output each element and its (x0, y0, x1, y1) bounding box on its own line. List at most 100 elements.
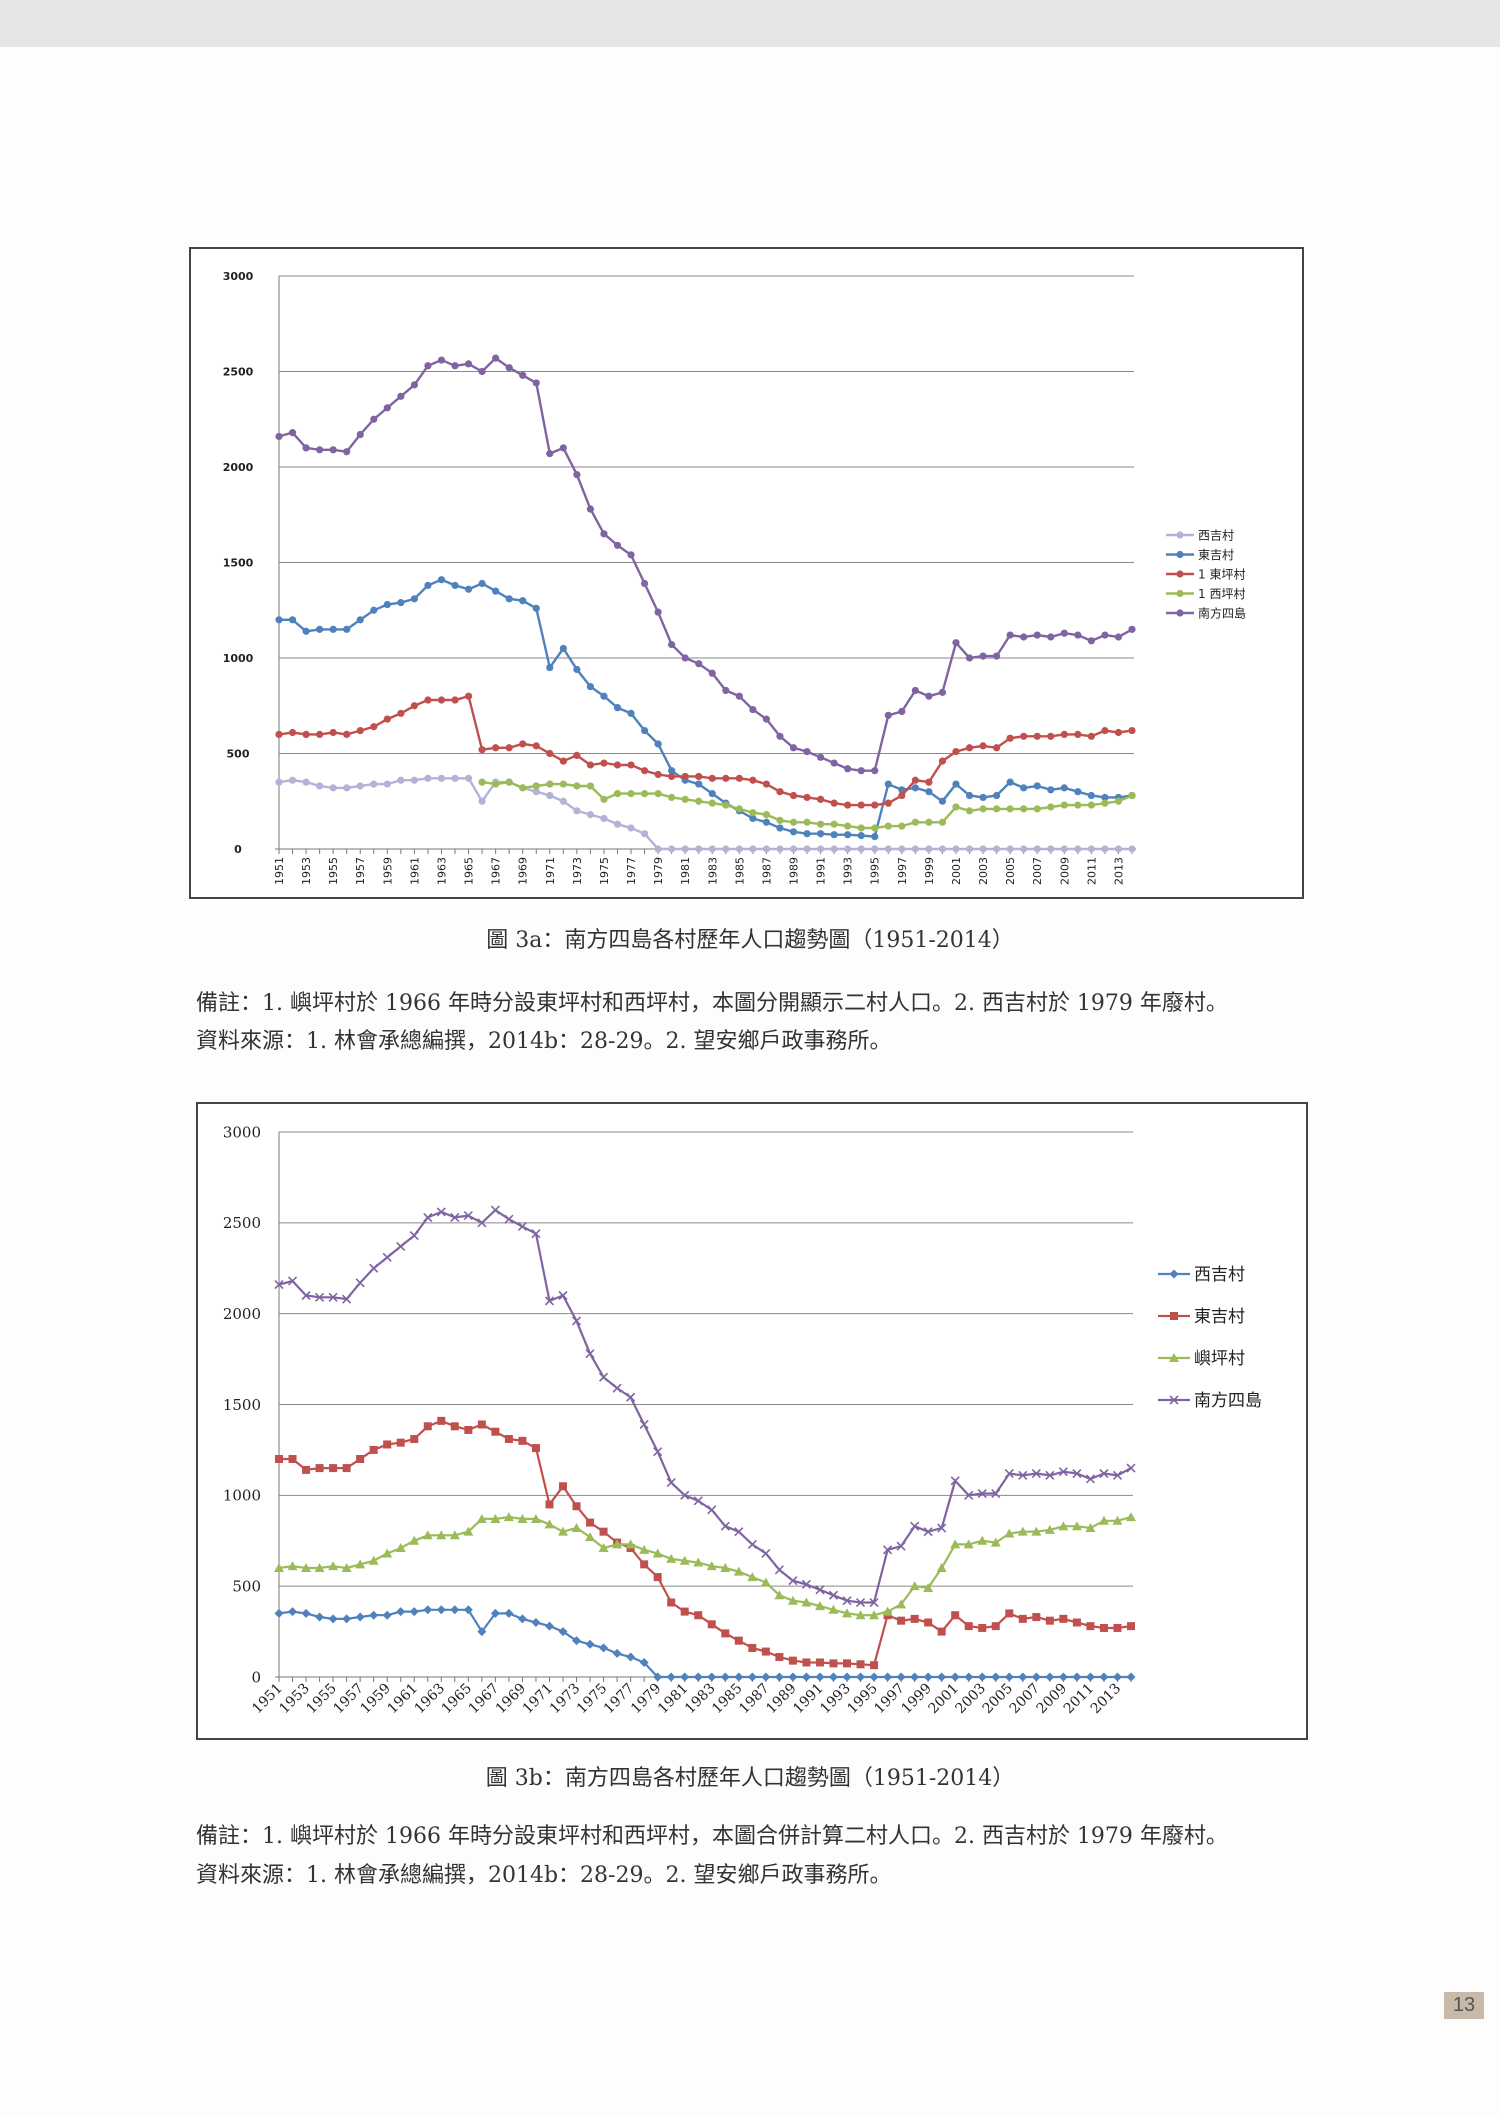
data-point (316, 625, 324, 633)
data-point (530, 1513, 541, 1523)
data-point (613, 541, 622, 549)
data-point (708, 790, 716, 798)
data-point (667, 1598, 676, 1607)
data-point (328, 1614, 338, 1624)
data-point (1047, 786, 1055, 794)
data-point (735, 774, 743, 782)
data-point (708, 774, 716, 782)
x-tick-label: 1999 (923, 857, 936, 885)
data-point (733, 1566, 744, 1576)
data-point (504, 1214, 514, 1224)
data-point (991, 1488, 1001, 1499)
legend-marker (1176, 570, 1184, 578)
data-point (368, 1555, 379, 1565)
data-point (871, 832, 879, 841)
data-point (505, 778, 513, 786)
series-line (279, 1419, 1132, 1667)
data-point (1033, 631, 1041, 639)
data-point (383, 715, 391, 723)
data-point (938, 757, 947, 765)
data-point (1128, 845, 1136, 853)
data-point (1047, 845, 1055, 853)
data-point (815, 1585, 825, 1595)
series-line (278, 1208, 1132, 1604)
data-point (572, 1636, 582, 1646)
data-point (329, 784, 337, 792)
data-point (343, 448, 351, 456)
data-point (789, 828, 798, 836)
data-point (993, 744, 1001, 752)
data-point (342, 1294, 352, 1304)
data-point (668, 641, 676, 649)
data-point (668, 793, 676, 802)
data-point (898, 822, 906, 830)
data-point (626, 1392, 636, 1402)
data-point (762, 818, 771, 826)
data-point (1112, 1515, 1123, 1525)
data-point (814, 1601, 825, 1611)
data-point (613, 704, 622, 712)
data-point (492, 744, 500, 752)
data-point (911, 776, 919, 784)
series-0 (275, 774, 1136, 853)
data-point (559, 644, 567, 653)
data-point (1112, 1672, 1122, 1682)
data-point (1085, 1523, 1096, 1533)
x-tick-label: 1989 (763, 1681, 800, 1718)
data-point (449, 1530, 460, 1540)
data-point (761, 1647, 770, 1656)
data-point (1004, 1468, 1014, 1479)
data-point (422, 1530, 433, 1540)
x-tick-label: 2011 (1085, 857, 1098, 885)
x-tick-label: 1977 (625, 857, 638, 885)
data-point (369, 1610, 379, 1620)
data-point (463, 1526, 474, 1536)
data-point (871, 801, 879, 809)
data-point (844, 822, 852, 830)
data-point (816, 795, 825, 803)
data-point (395, 1543, 406, 1553)
data-point (882, 1606, 893, 1616)
data-point (979, 742, 987, 750)
data-point (369, 1263, 379, 1273)
data-point (952, 639, 960, 647)
data-point (586, 683, 595, 691)
data-point (397, 776, 405, 784)
data-point (788, 1672, 798, 1682)
data-point (397, 709, 405, 717)
data-point (302, 627, 310, 635)
data-point (1033, 845, 1041, 853)
data-point (979, 845, 987, 853)
x-tick-label: 1997 (896, 857, 909, 885)
data-point (370, 780, 378, 788)
data-point (640, 726, 649, 735)
data-point (532, 742, 540, 750)
data-point (762, 715, 771, 723)
data-point (558, 1627, 568, 1637)
data-point (356, 616, 364, 624)
data-point (706, 1561, 717, 1571)
x-tick-label: 1993 (842, 857, 855, 885)
legend-marker (1169, 1269, 1179, 1279)
data-point (626, 1652, 636, 1662)
y-tick-label: 1500 (223, 556, 254, 569)
data-point (668, 845, 676, 853)
data-point (721, 1629, 730, 1638)
x-tick-label: 1955 (327, 857, 340, 885)
data-point (898, 791, 906, 800)
data-point (1045, 1470, 1055, 1480)
data-point (316, 782, 324, 790)
data-point (762, 811, 771, 819)
data-point (869, 1597, 879, 1608)
data-point (600, 795, 608, 803)
x-tick-label: 1957 (354, 857, 367, 885)
data-point (1085, 1474, 1095, 1484)
data-point (936, 1563, 947, 1572)
data-point (938, 845, 947, 853)
x-tick-label: 2013 (1112, 857, 1125, 885)
data-point (910, 1614, 919, 1623)
x-tick-label: 1951 (273, 857, 286, 885)
x-tick-label: 1963 (412, 1681, 449, 1718)
x-tick-label: 1953 (300, 857, 313, 885)
data-point (1126, 1672, 1136, 1682)
